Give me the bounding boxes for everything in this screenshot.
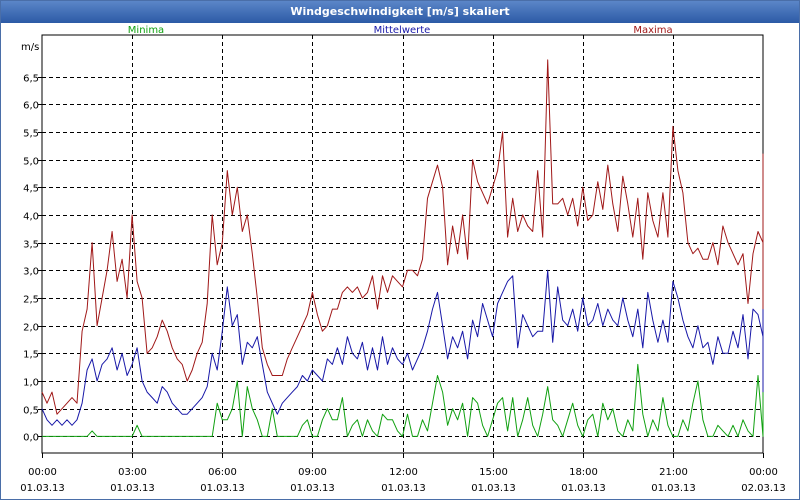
window-title: Windgeschwindigkeit [m/s] skaliert [1, 1, 799, 23]
x-tick-time-label: 03:00 [118, 467, 147, 478]
y-tick-label: 5,0 [23, 157, 39, 168]
x-tick-date-label: 01.03.13 [110, 483, 155, 494]
y-tick-label: 3,0 [23, 267, 39, 278]
y-tick-label: 6,5 [23, 74, 39, 85]
x-tick-time-label: 00:00 [28, 467, 57, 478]
y-tick-label: 6,0 [23, 101, 39, 112]
x-tick-time-label: 21:00 [659, 467, 688, 478]
y-axis: 0,0 0,5 1,0 1,5 2,0 2,5 3,0 3,5 4,0 4,5 5,0 5,5 6,0 6… [23, 74, 42, 444]
y-tick-label: 2,0 [23, 323, 39, 334]
x-tick-date-label: 01.03.13 [290, 483, 335, 494]
legend: Maxima Mittelwerte Minima [128, 25, 673, 36]
x-tick-time-label: 12:00 [389, 467, 418, 478]
x-tick-time-label: 09:00 [298, 467, 327, 478]
chart: 0,0 0,5 1,0 1,5 2,0 2,5 3,0 3,5 4,0 4,5 5,0 5,5 6,0 6… [20, 25, 786, 494]
x-tick-date-label: 02.03.13 [741, 483, 786, 494]
x-tick-date-label: 01.03.13 [471, 483, 516, 494]
x-tick-time-label: 15:00 [479, 467, 508, 478]
legend-label-mittelwerte: Mittelwerte [374, 25, 431, 36]
series-line-mittelwerte [41, 269, 764, 426]
series-lines [41, 59, 764, 437]
x-tick-date-label: 01.03.13 [200, 483, 245, 494]
y-tick-label: 0,5 [23, 406, 39, 417]
x-tick-date-label: 01.03.13 [651, 483, 696, 494]
y-tick-label: 1,0 [23, 378, 39, 389]
y-tick-label: 5,5 [23, 129, 39, 140]
x-tick-time-label: 06:00 [208, 467, 237, 478]
y-tick-label: 1,5 [23, 350, 39, 361]
series-line-maxima [41, 59, 764, 415]
x-tick-time-label: 18:00 [569, 467, 598, 478]
legend-label-maxima: Maxima [633, 25, 672, 36]
x-axis: 00:00 01.03.13 03:00 01.03.13 06:00 01.03.13 0… [20, 453, 786, 494]
y-tick-label: 3,5 [23, 240, 39, 251]
y-tick-label: 4,0 [23, 212, 39, 223]
y-tick-label: 4,5 [23, 184, 39, 195]
y-tick-label: 0,0 [23, 433, 39, 444]
legend-label-minima: Minima [128, 25, 164, 36]
y-axis-unit-label: m/s [21, 42, 39, 53]
x-tick-time-label: 00:00 [749, 467, 778, 478]
x-tick-date-label: 01.03.13 [381, 483, 426, 494]
series-line-minima [42, 363, 764, 437]
x-tick-date-label: 01.03.13 [561, 483, 606, 494]
x-tick-date-label: 01.03.13 [20, 483, 65, 494]
y-tick-label: 2,5 [23, 295, 39, 306]
